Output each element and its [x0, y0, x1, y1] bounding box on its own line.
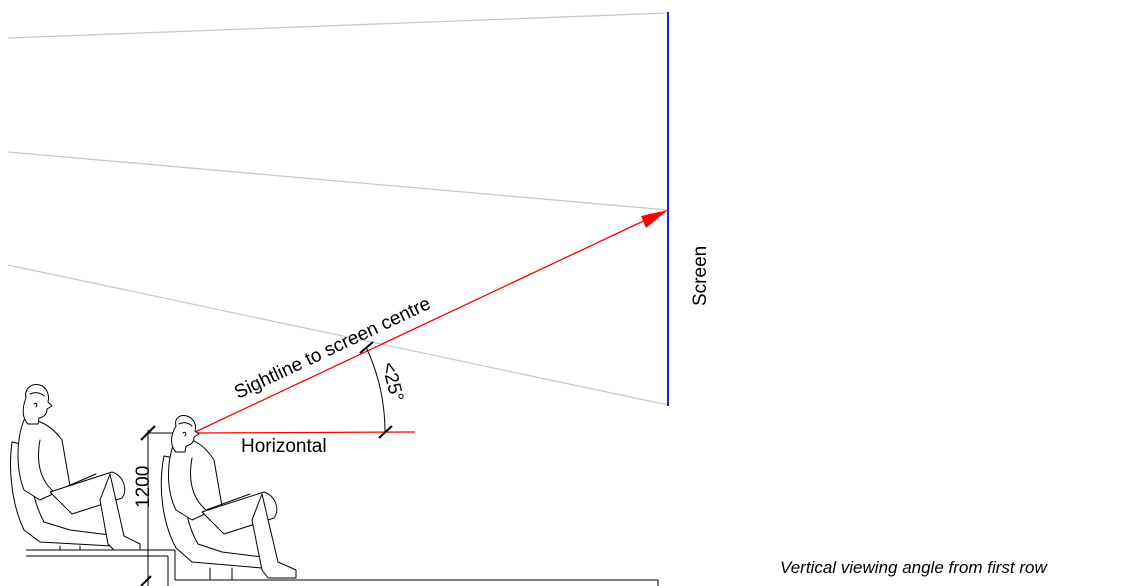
guide-lines — [7, 12, 669, 406]
angle-arc — [365, 346, 386, 433]
sightline-line — [192, 216, 653, 434]
guide-line-bottom — [7, 264, 669, 406]
dimension-tick-bottom — [140, 575, 152, 586]
angle-indicator: <25° — [359, 341, 407, 439]
guide-line-top — [7, 12, 669, 39]
seated-viewer-front-row-icon — [160, 415, 297, 581]
figure-caption: Vertical viewing angle from first row — [780, 558, 1048, 577]
angle-tick-top — [359, 341, 374, 354]
arrowhead-icon — [641, 210, 668, 228]
horizontal-label: Horizontal — [241, 436, 327, 457]
angle-tick-bottom — [378, 425, 393, 439]
floor-tiers — [26, 549, 659, 586]
seated-viewer-back-row-icon — [10, 384, 141, 551]
guide-line-middle — [7, 151, 669, 211]
horizontal-line — [192, 431, 416, 434]
height-dimension: 1200 — [133, 425, 193, 586]
dimension-tick-top — [140, 425, 156, 441]
screen-label: Screen — [690, 246, 711, 306]
height-dimension-label: 1200 — [133, 466, 154, 508]
